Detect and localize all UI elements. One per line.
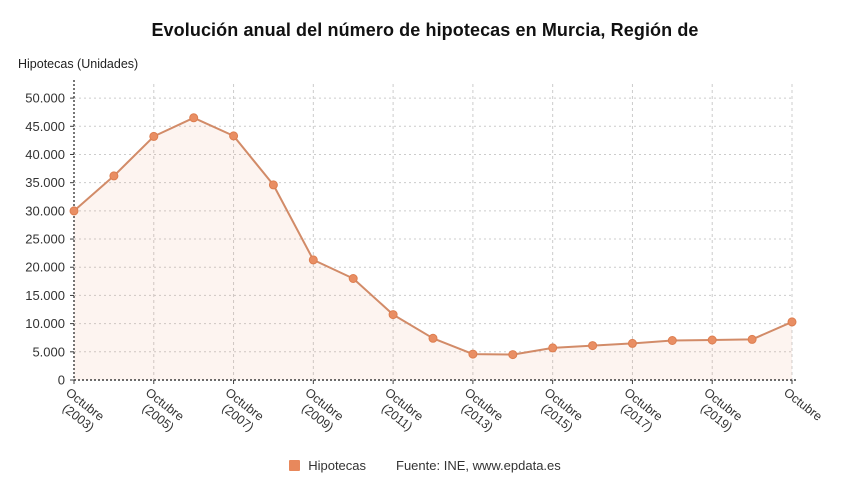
legend-swatch-icon [289,460,301,471]
data-point[interactable] [548,343,558,353]
data-point[interactable] [268,180,278,190]
source-text: Fuente: INE, www.epdata.es [396,458,561,473]
x-tick-label-group: Octubre(2011) [373,385,426,435]
x-tick-label: Octubre(2007) [214,385,267,435]
x-tick-label: Octubre(2003) [54,385,107,435]
chart-title: Evolución anual del número de hipotecas … [151,20,699,40]
data-point[interactable] [667,336,677,345]
data-point[interactable] [308,255,318,265]
x-tick-label-group: Octubre(2017) [613,385,666,435]
x-tick-label-group: Octubre(2003) [54,385,107,435]
y-tick-label: 50.000 [25,91,65,106]
data-point[interactable] [109,171,119,181]
data-point[interactable] [229,131,239,141]
data-point[interactable] [468,349,478,359]
data-point[interactable] [747,334,757,344]
x-tick-label: Octubre(2013) [453,385,506,435]
data-point[interactable] [508,350,518,360]
data-point[interactable] [627,338,637,348]
data-point[interactable] [588,341,598,351]
y-tick-label: 15.000 [25,288,65,303]
y-tick-label: 0 [58,373,65,388]
x-tick-label: Octubre(2019) [692,385,745,435]
data-point[interactable] [707,335,717,345]
y-tick-label: 25.000 [25,232,65,247]
y-tick-label: 5.000 [32,344,65,359]
data-point[interactable] [428,333,438,343]
x-tick-label-group: Octubre [781,385,825,423]
legend-label: Hipotecas [308,458,367,473]
data-point[interactable] [69,206,79,216]
x-tick-label-group: Octubre(2009) [294,385,347,435]
y-tick-label: 40.000 [25,147,65,162]
y-tick-label: 35.000 [25,175,65,190]
series-area [74,117,792,381]
line-chart: 0 5.000 10.000 15.000 20.000 25.000 30.000 35.0… [25,80,825,435]
y-tick-label: 10.000 [25,316,65,331]
y-axis-caption: Hipotecas (Unidades) [18,57,139,71]
x-tick-label: Octubre(2015) [533,385,586,435]
legend-item-hipotecas[interactable]: Hipotecas [289,458,366,473]
x-tick-label: Octubre(2005) [134,385,187,435]
data-point[interactable] [787,317,797,327]
x-tick-label: Octubre [781,385,825,423]
x-tick-label-group: Octubre(2013) [453,385,506,435]
data-point[interactable] [189,113,199,123]
x-tick-label-group: Octubre(2019) [692,385,745,435]
y-tick-label: 30.000 [25,203,65,218]
x-tick-label: Octubre(2017) [613,385,666,435]
x-tick-label: Octubre(2011) [373,385,426,435]
y-tick-label: 20.000 [25,260,65,275]
x-tick-label-group: Octubre(2007) [214,385,267,435]
x-tick-label: Octubre(2009) [294,385,347,435]
data-point[interactable] [388,310,398,320]
data-point[interactable] [149,131,159,141]
chart-footer: Hipotecas Fuente: INE, www.epdata.es [0,458,850,473]
y-tick-label: 45.000 [25,119,65,134]
x-tick-label-group: Octubre(2015) [533,385,586,435]
x-tick-label-group: Octubre(2005) [134,385,187,435]
data-point[interactable] [348,274,358,283]
